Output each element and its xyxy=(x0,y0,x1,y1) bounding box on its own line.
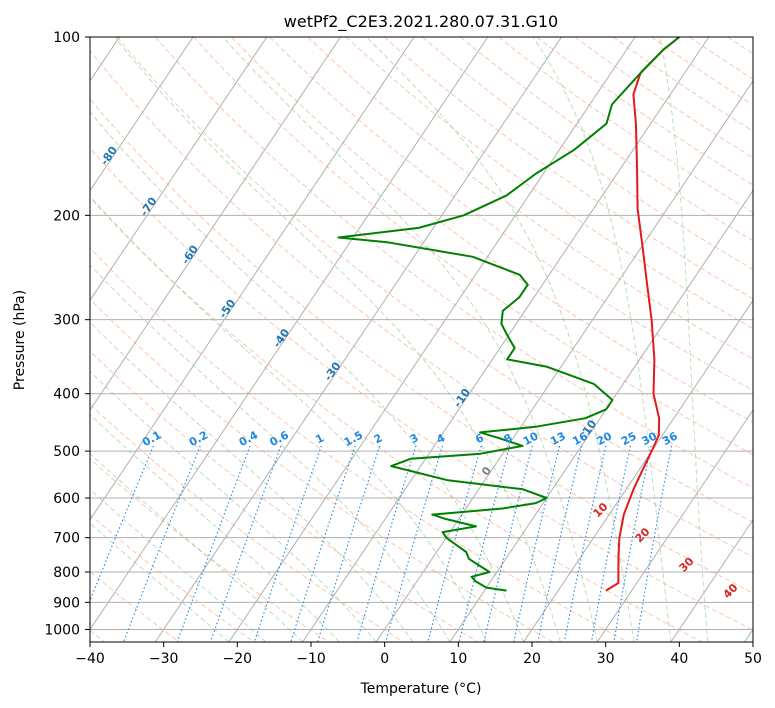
mixing-ratio-line xyxy=(537,445,583,642)
mixing-ratio-line xyxy=(176,445,251,642)
isotherm-gridline xyxy=(596,409,753,642)
y-tick-label: 500 xyxy=(53,444,80,460)
mixing-ratio-line xyxy=(385,445,444,642)
dry-adiabat-line xyxy=(90,247,628,642)
moist-adiabat-line xyxy=(90,264,451,642)
plot-frame xyxy=(89,36,754,643)
y-tick-label: 900 xyxy=(53,595,80,611)
x-tick-label: 40 xyxy=(670,651,688,667)
x-tick-label: 30 xyxy=(597,651,615,667)
dry-adiabat-line xyxy=(90,98,753,594)
isotherm-gridline xyxy=(670,518,753,642)
mixing-ratio-line xyxy=(290,445,356,642)
dewpoint-line xyxy=(337,37,680,592)
x-tick-label: −10 xyxy=(296,651,326,667)
isotherm-gridline xyxy=(90,37,194,192)
moist-adiabat-line xyxy=(90,321,414,642)
mixing-ratio-line xyxy=(483,445,533,642)
y-tick-label: 100 xyxy=(53,30,80,46)
dry-adiabat-line xyxy=(231,37,753,423)
moist-adiabat-line xyxy=(114,37,561,642)
y-tick-label: 800 xyxy=(53,565,80,581)
dry-adiabat-line xyxy=(116,37,753,523)
y-tick-label: 700 xyxy=(53,531,80,547)
mixing-ratio-line xyxy=(317,445,381,642)
x-tick-label: −40 xyxy=(75,651,105,667)
mixing-ratio-label: 16 xyxy=(570,429,590,448)
isotherm-gridline xyxy=(523,299,753,642)
isotherm-gridline xyxy=(154,37,562,642)
x-tick-label: 50 xyxy=(744,651,762,667)
isotherm-gridline xyxy=(228,37,636,642)
moist-adiabat-line xyxy=(90,370,377,642)
mixing-ratio-line xyxy=(513,445,561,642)
moist-adiabat-line xyxy=(222,37,598,642)
y-tick-label: 600 xyxy=(53,491,80,507)
y-tick-label: 1000 xyxy=(44,622,80,638)
mixing-ratio-line xyxy=(458,445,511,642)
chart-title: wetPf2_C2E3.2021.280.07.31.G10 xyxy=(284,12,558,32)
dry-adiabat-line xyxy=(90,350,479,642)
moist-adiabat-line xyxy=(90,452,303,642)
dry-adiabat-line xyxy=(90,513,255,642)
dry-adiabat-line xyxy=(90,50,753,558)
x-tick-label: 0 xyxy=(380,651,389,667)
x-tick-label: 10 xyxy=(449,651,467,667)
mixing-ratio-label: 10 xyxy=(521,429,541,448)
x-tick-label: 20 xyxy=(523,651,541,667)
moist-adiabat-line xyxy=(366,37,635,642)
mixing-ratio-line xyxy=(123,445,201,642)
series-layer xyxy=(337,37,680,592)
x-tick-label: −20 xyxy=(223,651,253,667)
mixing-ratio-line xyxy=(90,445,154,603)
y-tick-label: 200 xyxy=(53,208,80,224)
mixing-ratio-label: 30 xyxy=(640,429,660,448)
y-axis-label: Pressure (hPa) xyxy=(12,290,28,390)
isotherm-gridline xyxy=(90,37,341,411)
isotherm-gridline xyxy=(90,37,415,521)
moist-adiabat-line xyxy=(90,522,230,642)
moist-adiabat-line xyxy=(532,37,672,642)
x-tick-label: −30 xyxy=(149,651,179,667)
isotherm-gridline xyxy=(375,80,753,642)
axis-ticks: −40 −30 −20 −10 0 10 20 30 40 50 100 200 300 400 500 60… xyxy=(44,30,762,667)
moist-adiabat-line xyxy=(90,414,340,642)
dry-adiabat-line xyxy=(383,37,753,300)
mixing-ratio-line xyxy=(563,445,607,642)
moist-adiabat-line xyxy=(659,37,709,642)
mixing-ratio-line xyxy=(427,445,482,642)
moist-adiabat-line xyxy=(90,110,525,642)
dry-adiabat-line xyxy=(90,298,554,642)
y-tick-label: 300 xyxy=(53,313,80,329)
dry-adiabat-line xyxy=(155,37,753,489)
moist-adiabat-line xyxy=(90,195,488,642)
dry-adiabat-line xyxy=(90,570,180,642)
x-axis-label: Temperature (°C) xyxy=(360,681,482,697)
mixing-ratio-label: 36 xyxy=(660,429,680,448)
temperature-line xyxy=(605,37,680,592)
y-tick-label: 400 xyxy=(53,387,80,403)
dry-adiabat-line xyxy=(193,37,753,456)
mixing-ratio-label: 25 xyxy=(619,429,639,448)
dry-adiabat-line xyxy=(345,37,753,330)
mixing-ratio-label: 20 xyxy=(594,429,614,448)
mixing-ratio-label: 13 xyxy=(548,430,568,449)
isotherm-gridline xyxy=(90,37,268,302)
